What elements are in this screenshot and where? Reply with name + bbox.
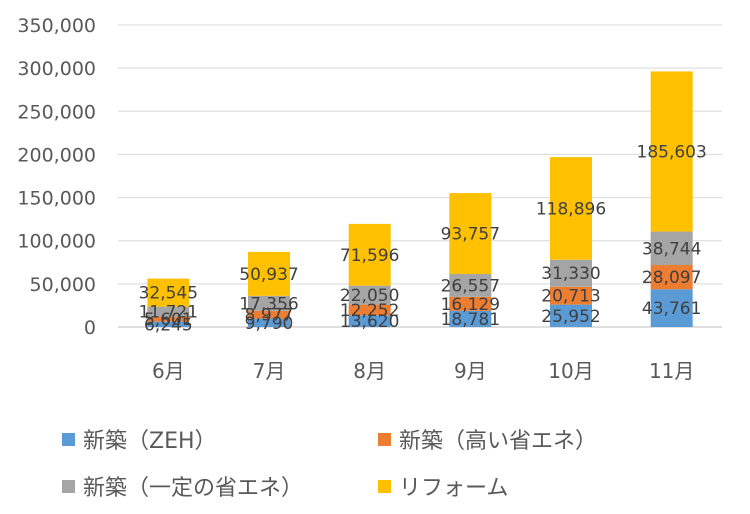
legend-label: 新築（高い省エネ） bbox=[399, 429, 598, 454]
legend-item: 新築（ZEH） bbox=[62, 423, 217, 455]
data-label: 28,097 bbox=[642, 268, 701, 288]
x-tick-label: 8月 bbox=[353, 359, 386, 383]
data-label: 18,781 bbox=[441, 310, 500, 330]
x-tick-label: 9月 bbox=[454, 359, 487, 383]
legend-swatch bbox=[378, 479, 391, 493]
data-label: 31,330 bbox=[541, 264, 600, 284]
bar-segment bbox=[147, 316, 190, 322]
bar-segment bbox=[248, 310, 290, 319]
data-label: 43,761 bbox=[642, 299, 701, 319]
legend-swatch bbox=[62, 432, 75, 446]
y-tick-label: 250,000 bbox=[17, 101, 96, 123]
legend-item: 新築（一定の省エネ） bbox=[62, 470, 303, 502]
data-label: 71,596 bbox=[340, 246, 399, 266]
bar-segment bbox=[248, 251, 290, 296]
y-tick-label: 50,000 bbox=[30, 274, 96, 296]
data-label: 118,896 bbox=[536, 199, 606, 219]
bar-segment bbox=[348, 223, 391, 286]
legend-item: 新築（高い省エネ） bbox=[378, 423, 597, 455]
data-label: 185,603 bbox=[637, 142, 707, 162]
data-label: 17,356 bbox=[239, 294, 298, 314]
legend-swatch bbox=[62, 479, 75, 493]
legend-swatch bbox=[378, 432, 391, 446]
y-tick-label: 350,000 bbox=[17, 15, 96, 37]
data-label: 11,721 bbox=[139, 303, 198, 323]
bar-segment bbox=[449, 273, 492, 297]
data-label: 38,744 bbox=[642, 239, 701, 259]
data-label: 16,129 bbox=[441, 295, 500, 315]
legend-label: リフォーム bbox=[399, 476, 509, 501]
legend-label: 新築（ZEH） bbox=[83, 429, 217, 454]
data-label: 6,245 bbox=[144, 315, 193, 335]
data-label: 26,557 bbox=[441, 276, 500, 296]
data-label: 32,545 bbox=[139, 284, 198, 304]
data-label: 50,937 bbox=[239, 265, 298, 285]
y-tick-label: 100,000 bbox=[17, 231, 96, 253]
y-tick-label: 150,000 bbox=[17, 188, 96, 210]
y-tick-label: 200,000 bbox=[17, 144, 96, 166]
bar-segment bbox=[550, 304, 592, 327]
bar-segment bbox=[348, 285, 391, 305]
bar-segment bbox=[348, 304, 391, 316]
x-tick-label: 7月 bbox=[253, 359, 286, 383]
bar-segment bbox=[650, 289, 693, 327]
data-label: 8,977 bbox=[245, 306, 294, 326]
legend-label: 新築（一定の省エネ） bbox=[83, 476, 304, 501]
data-label: 9,790 bbox=[245, 314, 294, 334]
data-label: 20,713 bbox=[541, 287, 600, 307]
bar-segment bbox=[248, 295, 290, 311]
y-tick-label: 300,000 bbox=[17, 58, 96, 80]
data-label: 5,601 bbox=[144, 310, 193, 330]
bar-segment bbox=[550, 259, 592, 287]
bar-segment bbox=[650, 264, 693, 290]
legend-item: リフォーム bbox=[378, 470, 508, 502]
bar-segment bbox=[650, 231, 693, 265]
data-label: 93,757 bbox=[441, 225, 500, 245]
x-tick-label: 10月 bbox=[548, 359, 593, 383]
bar-segment bbox=[449, 193, 492, 274]
data-label: 22,050 bbox=[340, 286, 399, 306]
data-label: 13,620 bbox=[340, 312, 399, 332]
bar-segment bbox=[248, 318, 290, 327]
data-label: 25,952 bbox=[541, 307, 600, 327]
y-tick-label: 0 bbox=[84, 317, 96, 339]
bar-segment bbox=[348, 315, 391, 327]
bar-segment bbox=[147, 278, 190, 307]
bar-segment bbox=[147, 306, 190, 317]
chart-legend: 新築（ZEH） 新築（高い省エネ） 新築（一定の省エネ） リフォーム bbox=[0, 405, 750, 505]
x-tick-label: 11月 bbox=[649, 359, 694, 383]
bar-segment bbox=[449, 296, 492, 311]
x-tick-label: 6月 bbox=[152, 359, 185, 383]
stacked-bar-chart: 0 50,000 100,000 150,000 200,000 250,000 300,0… bbox=[17, 15, 722, 383]
bar-segment bbox=[650, 71, 693, 232]
bar-segment bbox=[550, 286, 592, 305]
bar-segment bbox=[449, 310, 492, 327]
bar-segment bbox=[550, 157, 592, 260]
data-label: 12,252 bbox=[340, 301, 399, 321]
bar-segment bbox=[147, 321, 190, 327]
